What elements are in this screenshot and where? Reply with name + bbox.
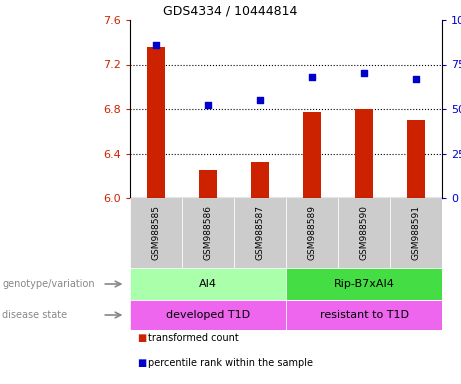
- Text: GSM988587: GSM988587: [255, 205, 265, 260]
- Text: ■: ■: [137, 333, 146, 343]
- Text: GSM988586: GSM988586: [203, 205, 213, 260]
- Bar: [303, 113, 321, 198]
- Bar: [286, 268, 442, 300]
- Bar: [130, 300, 286, 330]
- Bar: [407, 120, 425, 198]
- Bar: [147, 47, 165, 198]
- Point: [204, 103, 212, 109]
- Point: [152, 42, 160, 48]
- Bar: [286, 300, 442, 330]
- Bar: [355, 109, 373, 198]
- Bar: [286, 198, 338, 268]
- Bar: [338, 198, 390, 268]
- Point: [308, 74, 316, 80]
- Text: GSM988589: GSM988589: [307, 205, 317, 260]
- Bar: [234, 198, 286, 268]
- Bar: [130, 198, 182, 268]
- Text: GDS4334 / 10444814: GDS4334 / 10444814: [163, 5, 298, 18]
- Text: disease state: disease state: [2, 310, 67, 320]
- Text: developed T1D: developed T1D: [166, 310, 250, 320]
- Text: resistant to T1D: resistant to T1D: [319, 310, 408, 320]
- Bar: [182, 198, 234, 268]
- Text: Rip-B7xAI4: Rip-B7xAI4: [334, 279, 395, 289]
- Bar: [251, 162, 269, 198]
- Bar: [130, 268, 286, 300]
- Bar: [199, 170, 217, 198]
- Text: transformed count: transformed count: [148, 333, 239, 343]
- Point: [256, 97, 264, 103]
- Text: genotype/variation: genotype/variation: [2, 279, 95, 289]
- Text: GSM988585: GSM988585: [152, 205, 160, 260]
- Text: GSM988590: GSM988590: [360, 205, 368, 260]
- Point: [361, 70, 368, 76]
- Text: AI4: AI4: [199, 279, 217, 289]
- Text: percentile rank within the sample: percentile rank within the sample: [148, 358, 313, 367]
- Text: GSM988591: GSM988591: [412, 205, 420, 260]
- Bar: [390, 198, 442, 268]
- Text: ■: ■: [137, 358, 146, 367]
- Point: [412, 76, 420, 82]
